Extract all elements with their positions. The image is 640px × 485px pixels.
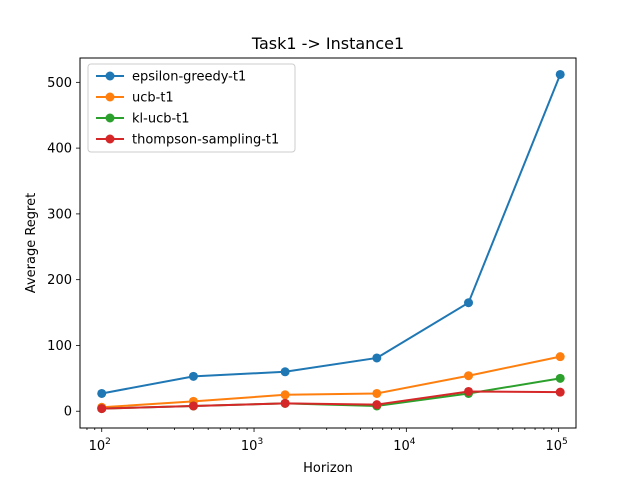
- data-point: [555, 373, 565, 383]
- legend-box: [87, 63, 296, 153]
- x-tick-label: 103: [241, 437, 263, 454]
- legend-label: epsilon-greedy-t1: [132, 70, 246, 85]
- x-tick-label: 105: [546, 437, 568, 454]
- y-tick-label: 300: [47, 207, 72, 222]
- legend-marker: [105, 134, 115, 144]
- y-tick-label: 500: [47, 76, 72, 91]
- legend-marker: [105, 113, 115, 123]
- data-point: [555, 352, 565, 362]
- data-point: [372, 400, 382, 410]
- legend: epsilon-greedy-t1 ucb-t1 kl-ucb-t1 thompson…: [87, 63, 296, 153]
- data-point: [97, 404, 107, 414]
- data-point: [188, 371, 198, 381]
- legend-label: kl-ucb-t1: [132, 112, 190, 127]
- y-tick-label: 400: [47, 142, 72, 157]
- legend-label: ucb-t1: [132, 91, 174, 106]
- data-point: [280, 398, 290, 408]
- data-point: [280, 367, 290, 377]
- axes-frame: [79, 57, 577, 429]
- legend-marker: [105, 71, 115, 81]
- plot-area: [97, 69, 565, 414]
- data-point: [555, 69, 565, 79]
- data-point: [188, 401, 198, 411]
- data-point: [372, 388, 382, 398]
- data-point: [97, 388, 107, 398]
- series-line: [101, 74, 562, 395]
- x-tick-label: 102: [89, 437, 111, 454]
- data-point: [280, 390, 290, 400]
- data-point: [372, 353, 382, 363]
- data-point: [464, 298, 474, 308]
- legend-label: thompson-sampling-t1: [132, 133, 279, 148]
- y-axis-label: Average Regret: [24, 193, 39, 293]
- x-tick-label: 104: [393, 437, 416, 454]
- series-line: [101, 355, 561, 409]
- data-point: [555, 387, 565, 397]
- y-tick-label: 200: [47, 273, 72, 288]
- data-point: [464, 371, 474, 381]
- x-axis-label: Horizon: [303, 461, 353, 476]
- y-tick-label: 100: [47, 339, 72, 354]
- data-point: [464, 386, 474, 396]
- y-tick-label: 0: [64, 405, 72, 420]
- chart-title: Task1 -> Instance1: [251, 34, 404, 53]
- x-axis: 102 103 104 105: [86, 428, 568, 454]
- y-axis: 0 100 200 300 400 500: [47, 76, 80, 420]
- legend-marker: [105, 92, 115, 102]
- series-line: [101, 390, 561, 410]
